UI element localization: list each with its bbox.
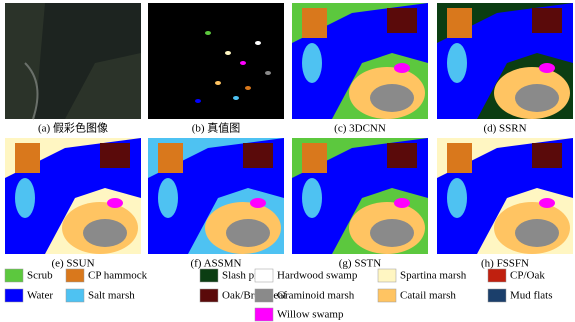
island-inner xyxy=(226,219,270,247)
legend-swatch xyxy=(5,269,23,282)
legend-swatch xyxy=(488,289,506,302)
figure: (a) 假彩色图像 (b) 真值图 (c) 3DCNN (d) SSRN (e) SSU… xyxy=(0,0,575,322)
legend-swatch xyxy=(66,269,84,282)
patch xyxy=(387,8,417,33)
sample xyxy=(195,99,201,103)
sample xyxy=(233,96,239,100)
patch xyxy=(447,8,472,38)
caption: (c) 3DCNN xyxy=(334,123,386,135)
legend-label: Willow swamp xyxy=(277,309,344,321)
caption: (e) SSUN xyxy=(51,258,94,270)
patch xyxy=(447,178,467,218)
caption: (f) ASSMN xyxy=(190,258,241,270)
patch xyxy=(100,143,130,168)
willow xyxy=(394,63,410,73)
map-image xyxy=(148,3,284,119)
sample xyxy=(265,71,271,75)
caption: (h) FSSFN xyxy=(481,258,529,270)
island-inner xyxy=(370,219,414,247)
map-image xyxy=(437,138,573,254)
patch xyxy=(532,8,562,33)
patch xyxy=(158,178,178,218)
image-bg xyxy=(148,3,284,119)
island-inner xyxy=(370,84,414,112)
legend-swatch xyxy=(378,269,396,282)
patch xyxy=(243,143,273,168)
patch xyxy=(532,143,562,168)
willow xyxy=(394,198,410,208)
figure-canvas: (a) 假彩色图像 (b) 真值图 (c) 3DCNN (d) SSRN (e) SSU… xyxy=(0,0,575,322)
map-image xyxy=(5,138,141,254)
legend-swatch xyxy=(255,308,273,321)
patch xyxy=(447,43,467,83)
legend-swatch xyxy=(66,289,84,302)
legend-swatch xyxy=(255,269,273,282)
willow xyxy=(539,63,555,73)
patch xyxy=(15,143,40,173)
willow xyxy=(107,198,123,208)
patch xyxy=(302,8,327,38)
legend-swatch xyxy=(5,289,23,302)
caption: (g) SSTN xyxy=(339,258,382,270)
patch xyxy=(302,143,327,173)
legend-label: Mud flats xyxy=(510,290,552,302)
legend-label: Water xyxy=(27,290,53,302)
sample xyxy=(215,81,221,85)
legend-label: Catail marsh xyxy=(400,290,456,302)
patch xyxy=(447,143,472,173)
map-image xyxy=(437,3,573,119)
legend-label: Spartina marsh xyxy=(400,270,467,282)
island-inner xyxy=(83,219,127,247)
sample xyxy=(205,31,211,35)
patch xyxy=(15,178,35,218)
willow xyxy=(539,198,555,208)
patch xyxy=(158,143,183,173)
caption: (d) SSRN xyxy=(483,123,526,135)
patch xyxy=(387,143,417,168)
caption: (a) 假彩色图像 xyxy=(38,121,108,135)
legend-label: CP/Oak xyxy=(510,270,545,282)
legend-swatch xyxy=(200,269,218,282)
patch xyxy=(302,43,322,83)
legend-label: Hardwood swamp xyxy=(277,270,358,282)
legend-swatch xyxy=(255,289,273,302)
legend-swatch xyxy=(200,289,218,302)
legend-label: CP hammock xyxy=(88,270,148,282)
patch xyxy=(302,178,322,218)
island-inner xyxy=(515,84,559,112)
legend-label: Graminoid marsh xyxy=(277,290,355,302)
caption: (b) 真值图 xyxy=(192,121,241,135)
legend-swatch xyxy=(378,289,396,302)
sample xyxy=(225,51,231,55)
legend-label: Scrub xyxy=(27,270,53,282)
island-inner xyxy=(515,219,559,247)
map-image xyxy=(148,138,284,254)
map-image xyxy=(292,3,428,119)
sample xyxy=(240,61,246,65)
willow xyxy=(250,198,266,208)
sample xyxy=(245,86,251,90)
map-image xyxy=(292,138,428,254)
sample xyxy=(255,41,261,45)
map-image xyxy=(5,3,141,119)
legend-label: Salt marsh xyxy=(88,290,135,302)
legend-swatch xyxy=(488,269,506,282)
